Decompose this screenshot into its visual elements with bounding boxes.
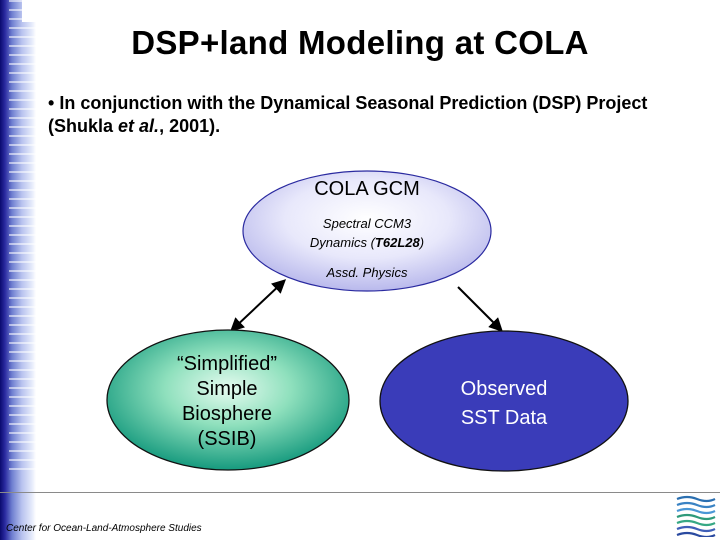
bullet-italic: et al. bbox=[118, 116, 160, 136]
slide-title: DSP+land Modeling at COLA bbox=[131, 24, 589, 61]
bullet-text: • In conjunction with the Dynamical Seas… bbox=[48, 92, 688, 138]
gcm-title: COLA GCM bbox=[314, 178, 420, 200]
bullet-part2: , 2001). bbox=[159, 116, 221, 136]
corner-square bbox=[22, 0, 36, 22]
gcm-line-1: Spectral CCM3 bbox=[322, 216, 412, 231]
ssib-line-3: Biosphere bbox=[181, 403, 273, 425]
gcm-line-2-prefix: Dynamics ( bbox=[309, 235, 375, 250]
ssib-line-4: (SSIB) bbox=[197, 428, 257, 450]
bullet-symbol: • bbox=[48, 93, 55, 113]
sidebar-gradient bbox=[0, 0, 36, 540]
ssib-ellipse bbox=[106, 329, 350, 471]
sst-label: Observed SST Data bbox=[380, 375, 628, 433]
arrow-gcm-ssib bbox=[229, 279, 287, 332]
gcm-line-2: Dynamics (T62L28) bbox=[245, 235, 489, 250]
cola-logo-icon bbox=[675, 493, 717, 537]
gcm-line-2-suffix: ) bbox=[419, 235, 425, 250]
gcm-line-3: Assd. Physics bbox=[326, 265, 408, 280]
sst-ellipse bbox=[379, 330, 629, 472]
arrow-gcm-sst bbox=[457, 286, 503, 332]
bullet-part1: In conjunction with the Dynamical Season… bbox=[48, 93, 648, 136]
footer-text: Center for Ocean-Land-Atmosphere Studies bbox=[6, 523, 202, 534]
ssib-label: “Simplified” Simple Biosphere (SSIB) bbox=[114, 352, 340, 452]
ssib-line-1: “Simplified” bbox=[176, 353, 278, 375]
sidebar-stripes bbox=[9, 0, 36, 470]
sst-line-2: SST Data bbox=[460, 407, 548, 429]
sst-line-1: Observed bbox=[460, 378, 548, 400]
footer-divider bbox=[0, 492, 720, 493]
gcm-resolution: T62L28 bbox=[374, 235, 420, 250]
ssib-line-2: Simple bbox=[196, 378, 258, 400]
gcm-ellipse bbox=[242, 170, 492, 292]
